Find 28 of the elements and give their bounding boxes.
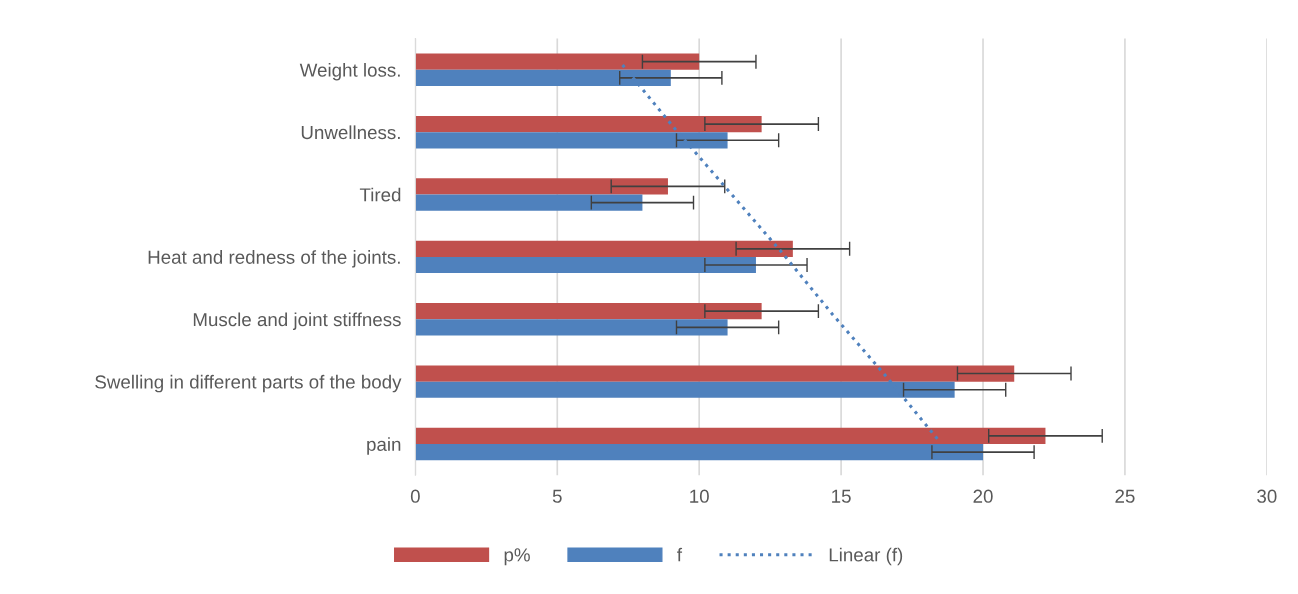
bar [415, 53, 700, 70]
legend-label: p% [504, 548, 530, 566]
bar [415, 319, 728, 336]
x-tick-label: 15 [832, 489, 851, 503]
bar [415, 427, 1046, 445]
bar [415, 178, 668, 195]
bar [415, 303, 762, 320]
x-tick-label: 0 [410, 489, 420, 503]
y-tick-label: Tired [359, 187, 401, 202]
bar [415, 240, 793, 257]
legend-label: Linear (f) [829, 547, 903, 566]
x-tick-label: 25 [1115, 489, 1135, 503]
y-tick-label: Swelling in different parts of the body [95, 374, 402, 393]
x-tick-label: 5 [552, 489, 562, 503]
y-tick-label: Unwellness. [301, 125, 400, 140]
y-tick-label: Weight loss. [299, 63, 400, 81]
bar [415, 194, 643, 211]
bar [415, 256, 756, 274]
bar [415, 444, 984, 461]
x-tick-label: 10 [690, 489, 709, 503]
bar [415, 115, 762, 133]
x-tick-label: 30 [1257, 489, 1277, 503]
legend-label: f [677, 547, 683, 562]
y-tick-label: pain [367, 437, 401, 455]
y-tick-label: Muscle and joint stiffness [193, 312, 401, 330]
bar [415, 365, 1015, 382]
y-tick-label: Heat and redness of the joints. [148, 250, 400, 268]
x-tick-label: 20 [973, 489, 993, 503]
